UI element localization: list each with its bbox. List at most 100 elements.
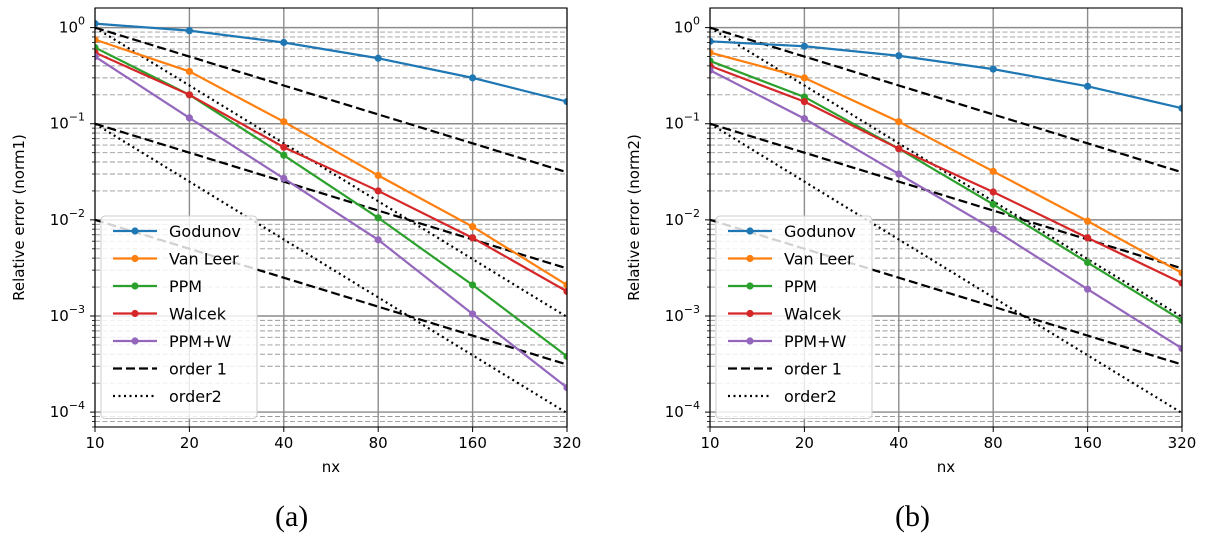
series-van-leer-point	[374, 171, 382, 180]
caption-b: (b)	[895, 500, 930, 533]
series-order2-line	[710, 26, 1182, 318]
series-order2-line	[95, 26, 567, 318]
legend-marker-godunov	[131, 227, 139, 235]
series-walcek-point	[280, 143, 288, 151]
legend-label-ppm: PPM	[784, 277, 817, 296]
y-tick-label: 100	[59, 15, 85, 37]
series-godunov-line	[95, 22, 567, 103]
x-tick-label: 10	[700, 434, 719, 452]
series-van-leer-point	[895, 118, 903, 126]
series-walcek-point	[563, 287, 567, 296]
x-tick-label: 20	[180, 434, 199, 452]
series-ppm-w-point	[710, 66, 714, 74]
series-ppm-w-point	[280, 174, 288, 183]
x-tick-label: 160	[458, 434, 487, 452]
series-walcek-point	[374, 187, 382, 195]
x-axis-label: nx	[937, 458, 956, 476]
series-godunov-point	[563, 97, 567, 106]
series-ppm-point	[1084, 258, 1092, 267]
series-van-leer-point	[1178, 269, 1182, 277]
y-tick-label: 10−1	[665, 111, 700, 133]
legend-label-ppm-w: PPM+W	[784, 332, 847, 351]
series-ppm-w-point	[1178, 344, 1182, 353]
legend-label-godunov: Godunov	[169, 222, 241, 241]
series-ppm-w-point	[95, 52, 99, 61]
x-tick-label: 20	[795, 434, 814, 452]
y-tick-label: 100	[674, 15, 700, 37]
series-godunov-point	[895, 52, 903, 60]
legend-marker-ppm-w	[746, 337, 754, 345]
legend-marker-van-leer	[131, 254, 139, 263]
series-ppm-w-point	[989, 225, 997, 233]
series-ppm-w-point	[1084, 285, 1092, 293]
series-van-leer-point	[563, 281, 567, 289]
series-order2-line	[95, 122, 567, 415]
x-tick-label: 320	[553, 434, 582, 452]
series-van-leer-point	[1084, 217, 1092, 225]
y-axis-label: Relative error (norm1)	[10, 134, 28, 301]
series-godunov-point	[469, 74, 477, 82]
y-tick-label: 10−3	[665, 303, 700, 325]
series-order2-line	[710, 122, 1182, 415]
series-walcek-point	[1084, 234, 1092, 242]
series-godunov-point	[95, 20, 99, 28]
legend-label-walcek: Walcek	[169, 305, 227, 324]
series-van-leer-point	[185, 67, 193, 76]
chart-panel-b: 10 20 40 80 160 320 100 10−1 10−2 10−3 10−4 nx Relat…	[625, 7, 1197, 476]
series-ppm-point	[374, 214, 382, 222]
series-godunov-line	[710, 40, 1182, 110]
legend-label-van-leer: Van Leer	[784, 250, 854, 269]
series-ppm-w-point	[800, 115, 808, 123]
series-godunov-point	[374, 54, 382, 62]
legend-label-order-1: order 1	[169, 360, 227, 379]
legend-label-order-1: order 1	[784, 360, 842, 379]
series-godunov-point	[710, 37, 714, 45]
legend-label-order2: order2	[169, 387, 222, 406]
series-godunov-point	[280, 38, 288, 47]
legend-label-godunov: Godunov	[784, 222, 856, 241]
series-ppm-point	[280, 151, 288, 159]
y-tick-label: 10−3	[50, 303, 85, 325]
legend-marker-walcek	[131, 309, 139, 318]
plot-area	[710, 26, 1182, 415]
series-godunov-point	[800, 42, 808, 50]
legend-label-walcek: Walcek	[784, 305, 842, 324]
legend: Godunov Van Leer PPM Walcek PPM+W order 1 orde…	[100, 215, 258, 419]
series-ppm-w-point	[563, 383, 567, 392]
plot-frame	[94, 7, 568, 428]
series-ppm-point	[1178, 316, 1182, 324]
x-tick-label: 80	[369, 434, 388, 452]
series-order-1-line	[95, 122, 567, 270]
y-tick-label: 10−4	[50, 399, 85, 421]
legend-marker-ppm	[746, 282, 754, 290]
series-order-1-line	[95, 26, 567, 174]
series-walcek-line	[710, 64, 1182, 285]
chart-panel-a: 10 20 40 80 160 320 100 10−1 10−2 10−3 10−4 nx Relat…	[10, 7, 582, 476]
x-tick-label: 320	[1168, 434, 1197, 452]
series-walcek-line	[95, 51, 567, 293]
series-ppm-w-point	[895, 170, 903, 178]
series-van-leer-point	[989, 167, 997, 175]
series-ppm-point	[469, 281, 477, 289]
series-van-leer-point	[95, 36, 99, 44]
y-tick-label: 10−1	[50, 111, 85, 133]
legend-marker-ppm-w	[131, 337, 139, 345]
series-van-leer-point	[280, 118, 288, 126]
series-ppm-w-point	[374, 236, 382, 244]
plot-frame	[709, 7, 1183, 428]
series-van-leer-line	[95, 38, 567, 286]
legend-marker-ppm	[131, 282, 139, 290]
series-walcek-point	[800, 97, 808, 106]
caption-a: (a)	[275, 500, 309, 533]
x-axis-label: nx	[322, 458, 341, 476]
series-walcek-point	[1178, 279, 1182, 287]
legend-label-order2: order2	[784, 387, 837, 406]
legend-marker-van-leer	[746, 254, 754, 263]
series-order-1-line	[710, 26, 1182, 174]
y-tick-label: 10−2	[50, 207, 85, 229]
series-ppm-w-line	[710, 69, 1182, 350]
x-tick-label: 160	[1073, 434, 1102, 452]
series-walcek-point	[895, 145, 903, 153]
legend: Godunov Van Leer PPM Walcek PPM+W order 1 orde…	[715, 215, 873, 419]
series-godunov-point	[1084, 82, 1092, 90]
